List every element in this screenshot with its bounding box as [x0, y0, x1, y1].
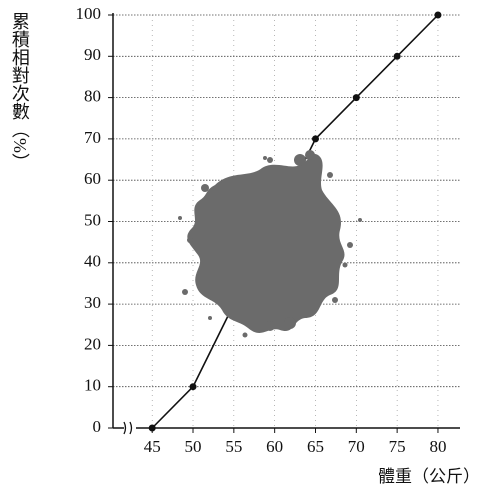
y-tick-label: 60 [84, 169, 101, 188]
ink-blot [178, 150, 362, 338]
x-tick-label: 55 [225, 437, 242, 456]
blot-splash [187, 237, 193, 243]
data-point [353, 94, 360, 101]
blot-splash [265, 321, 275, 331]
chart: 累積相對次數（%） 體重（公斤） 0 10 20 30 40 50 60 70 80 90 100 4… [0, 0, 491, 493]
blot-splash [267, 157, 273, 163]
x-axis-label: 體重（公斤） [378, 467, 480, 486]
data-point [312, 135, 319, 142]
data-point [434, 12, 441, 19]
blot-splash [332, 297, 338, 303]
blot-splash [201, 184, 209, 192]
x-tick-label: 80 [429, 437, 446, 456]
x-tick-label: 75 [389, 437, 406, 456]
data-point [190, 383, 197, 390]
data-point [394, 53, 401, 60]
y-tick-label: 10 [84, 376, 101, 395]
blot-splash [208, 316, 212, 320]
blot-splash [178, 216, 182, 220]
blot-splash [347, 242, 353, 248]
blot-splash [343, 263, 348, 268]
y-tick-label: 80 [84, 87, 101, 106]
blot-splash [263, 156, 267, 160]
blot-splash [294, 154, 306, 166]
y-tick-label: 40 [84, 252, 101, 271]
y-tick-label: 90 [84, 45, 101, 64]
blot-splash [284, 317, 296, 329]
blot-splash [305, 150, 315, 160]
x-tick-label: 70 [348, 437, 365, 456]
y-tick-label: 100 [76, 4, 102, 23]
y-tick-label: 20 [84, 334, 101, 353]
y-tick-label: 0 [93, 417, 102, 436]
blot-splash [327, 172, 333, 178]
y-tick-label: 30 [84, 293, 101, 312]
blot-splash [243, 333, 248, 338]
x-tick-label: 60 [266, 437, 283, 456]
y-axis-label: 累積相對次數（%） [10, 12, 30, 171]
x-tick-label: 65 [307, 437, 324, 456]
y-tick-label: 70 [84, 128, 101, 147]
blot [187, 154, 344, 333]
x-tick-label: 50 [185, 437, 202, 456]
y-tick-label: 50 [84, 210, 101, 229]
blot-splash [182, 289, 188, 295]
data-point [149, 425, 156, 432]
blot-splash [358, 218, 362, 222]
x-tick-label: 45 [144, 437, 161, 456]
